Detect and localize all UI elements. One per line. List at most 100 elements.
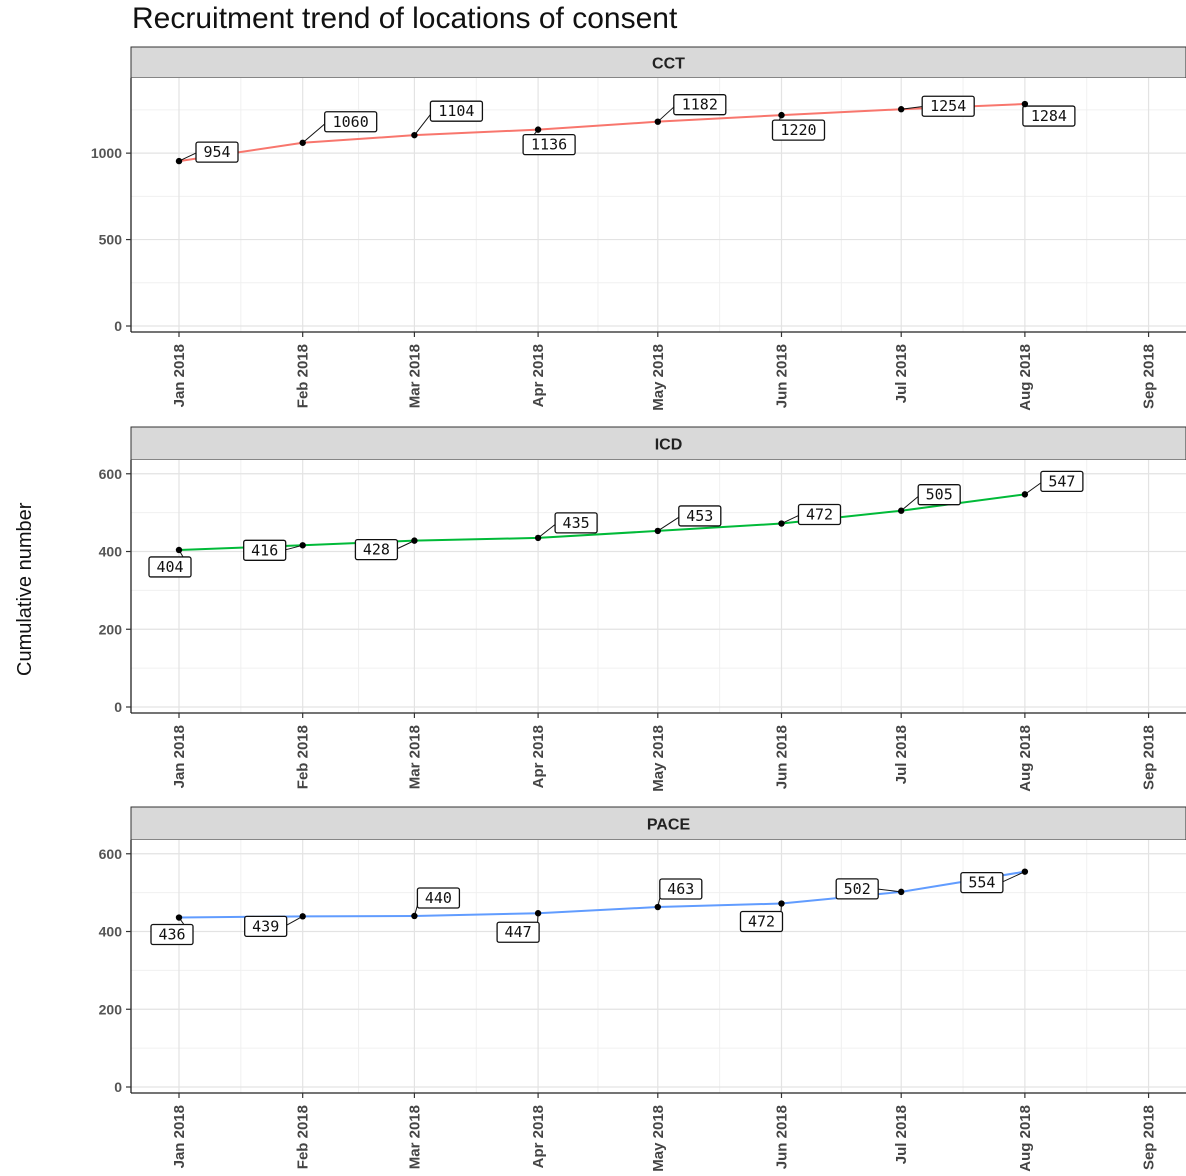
data-label: 436	[158, 926, 185, 944]
data-label: 1182	[682, 96, 718, 114]
strip-label: ICD	[655, 437, 683, 454]
data-point	[897, 888, 905, 896]
data-point	[778, 520, 785, 527]
data-point	[1021, 491, 1029, 498]
data-label-box	[921, 95, 975, 117]
y-tick-label: 600	[99, 466, 123, 482]
data-label: 1254	[930, 97, 966, 115]
strip-label: CCT	[652, 56, 685, 73]
data-label-box	[678, 505, 722, 527]
y-tick-label: 200	[99, 1001, 123, 1017]
x-tick-label: Sep 2018	[1141, 1105, 1158, 1170]
data-label-box	[522, 133, 576, 156]
data-label-box	[354, 538, 399, 561]
data-label-box	[429, 100, 484, 122]
x-tick-label: Jun 2018	[773, 344, 790, 408]
x-tick-label: Feb 2018	[295, 344, 312, 408]
data-point	[175, 157, 183, 165]
data-point	[534, 126, 542, 133]
data-point	[654, 527, 661, 535]
data-point	[411, 537, 418, 544]
x-tick-label: Aug 2018	[1017, 1105, 1034, 1172]
y-tick-label: 400	[99, 924, 123, 940]
panel-background	[131, 840, 1186, 1093]
data-label-box	[324, 111, 378, 133]
strip-label: PACE	[647, 817, 691, 834]
data-label-box	[673, 94, 727, 116]
label-leader	[1000, 871, 1026, 884]
data-label-box	[1022, 105, 1076, 127]
x-tick-label: Jul 2018	[893, 344, 910, 403]
data-label: 440	[425, 889, 452, 907]
label-leader	[781, 514, 801, 524]
data-point	[299, 913, 306, 920]
x-tick-label: Sep 2018	[1141, 344, 1158, 409]
x-tick-label: Jan 2018	[171, 1105, 188, 1168]
data-label-box	[1040, 470, 1084, 493]
label-leader	[876, 888, 902, 893]
x-tick-label: Mar 2018	[406, 344, 423, 408]
x-tick-label: Aug 2018	[1017, 344, 1034, 411]
x-tick-label: Jan 2018	[171, 344, 188, 407]
data-point	[1021, 868, 1029, 875]
data-point	[534, 534, 542, 542]
data-point	[534, 910, 542, 917]
y-tick-label: 500	[99, 232, 123, 248]
data-label-box	[797, 503, 842, 526]
x-tick-label: Apr 2018	[530, 1105, 547, 1168]
x-tick-label: Apr 2018	[530, 344, 547, 407]
data-label: 447	[505, 923, 532, 941]
y-tick-label: 0	[114, 699, 122, 715]
series-line	[178, 870, 1026, 919]
data-label: 1220	[780, 121, 816, 139]
x-tick-label: May 2018	[650, 1105, 667, 1172]
data-label: 554	[968, 874, 995, 892]
x-tick-label: Jul 2018	[893, 725, 910, 784]
data-point	[175, 546, 183, 554]
x-tick-label: Aug 2018	[1017, 725, 1034, 792]
label-leader	[284, 915, 303, 927]
data-label-box	[496, 921, 540, 943]
x-tick-label: May 2018	[650, 725, 667, 792]
label-leader	[395, 540, 415, 551]
data-label-box	[195, 141, 239, 163]
y-tick-label: 1000	[91, 145, 122, 161]
x-tick-label: Jun 2018	[773, 1105, 790, 1169]
data-point	[299, 139, 306, 146]
x-tick-label: Mar 2018	[406, 725, 423, 789]
data-label-box	[244, 915, 288, 938]
y-tick-label: 0	[114, 318, 122, 334]
data-label: 1136	[531, 136, 567, 154]
strip-background	[130, 426, 1186, 461]
x-tick-label: Mar 2018	[406, 1105, 423, 1169]
data-label-box	[150, 923, 194, 946]
x-tick-label: Feb 2018	[295, 1105, 312, 1169]
label-leader	[1024, 480, 1044, 495]
data-label: 472	[748, 913, 775, 931]
series-line	[178, 493, 1026, 551]
data-label-box	[739, 910, 784, 933]
data-point	[654, 118, 661, 125]
strip-background	[130, 46, 1186, 79]
data-label: 453	[686, 507, 713, 525]
data-label: 954	[203, 143, 230, 161]
data-label: 428	[363, 541, 390, 559]
data-label: 1104	[438, 102, 474, 120]
data-label: 435	[563, 514, 590, 532]
data-point	[411, 131, 418, 139]
data-label-box	[771, 119, 826, 141]
data-point	[175, 914, 183, 921]
label-leader	[283, 544, 303, 551]
x-tick-label: Apr 2018	[530, 725, 547, 788]
x-tick-label: Jul 2018	[893, 1105, 910, 1164]
chart-title: Recruitment trend of locations of consen…	[132, 2, 678, 35]
data-point	[778, 111, 785, 119]
label-leader	[901, 105, 925, 110]
data-label-box	[659, 878, 703, 900]
data-label: 439	[252, 917, 279, 935]
x-tick-label: Jan 2018	[171, 725, 188, 788]
label-leader	[178, 151, 199, 162]
data-point	[897, 507, 905, 514]
x-tick-label: Jun 2018	[773, 725, 790, 789]
